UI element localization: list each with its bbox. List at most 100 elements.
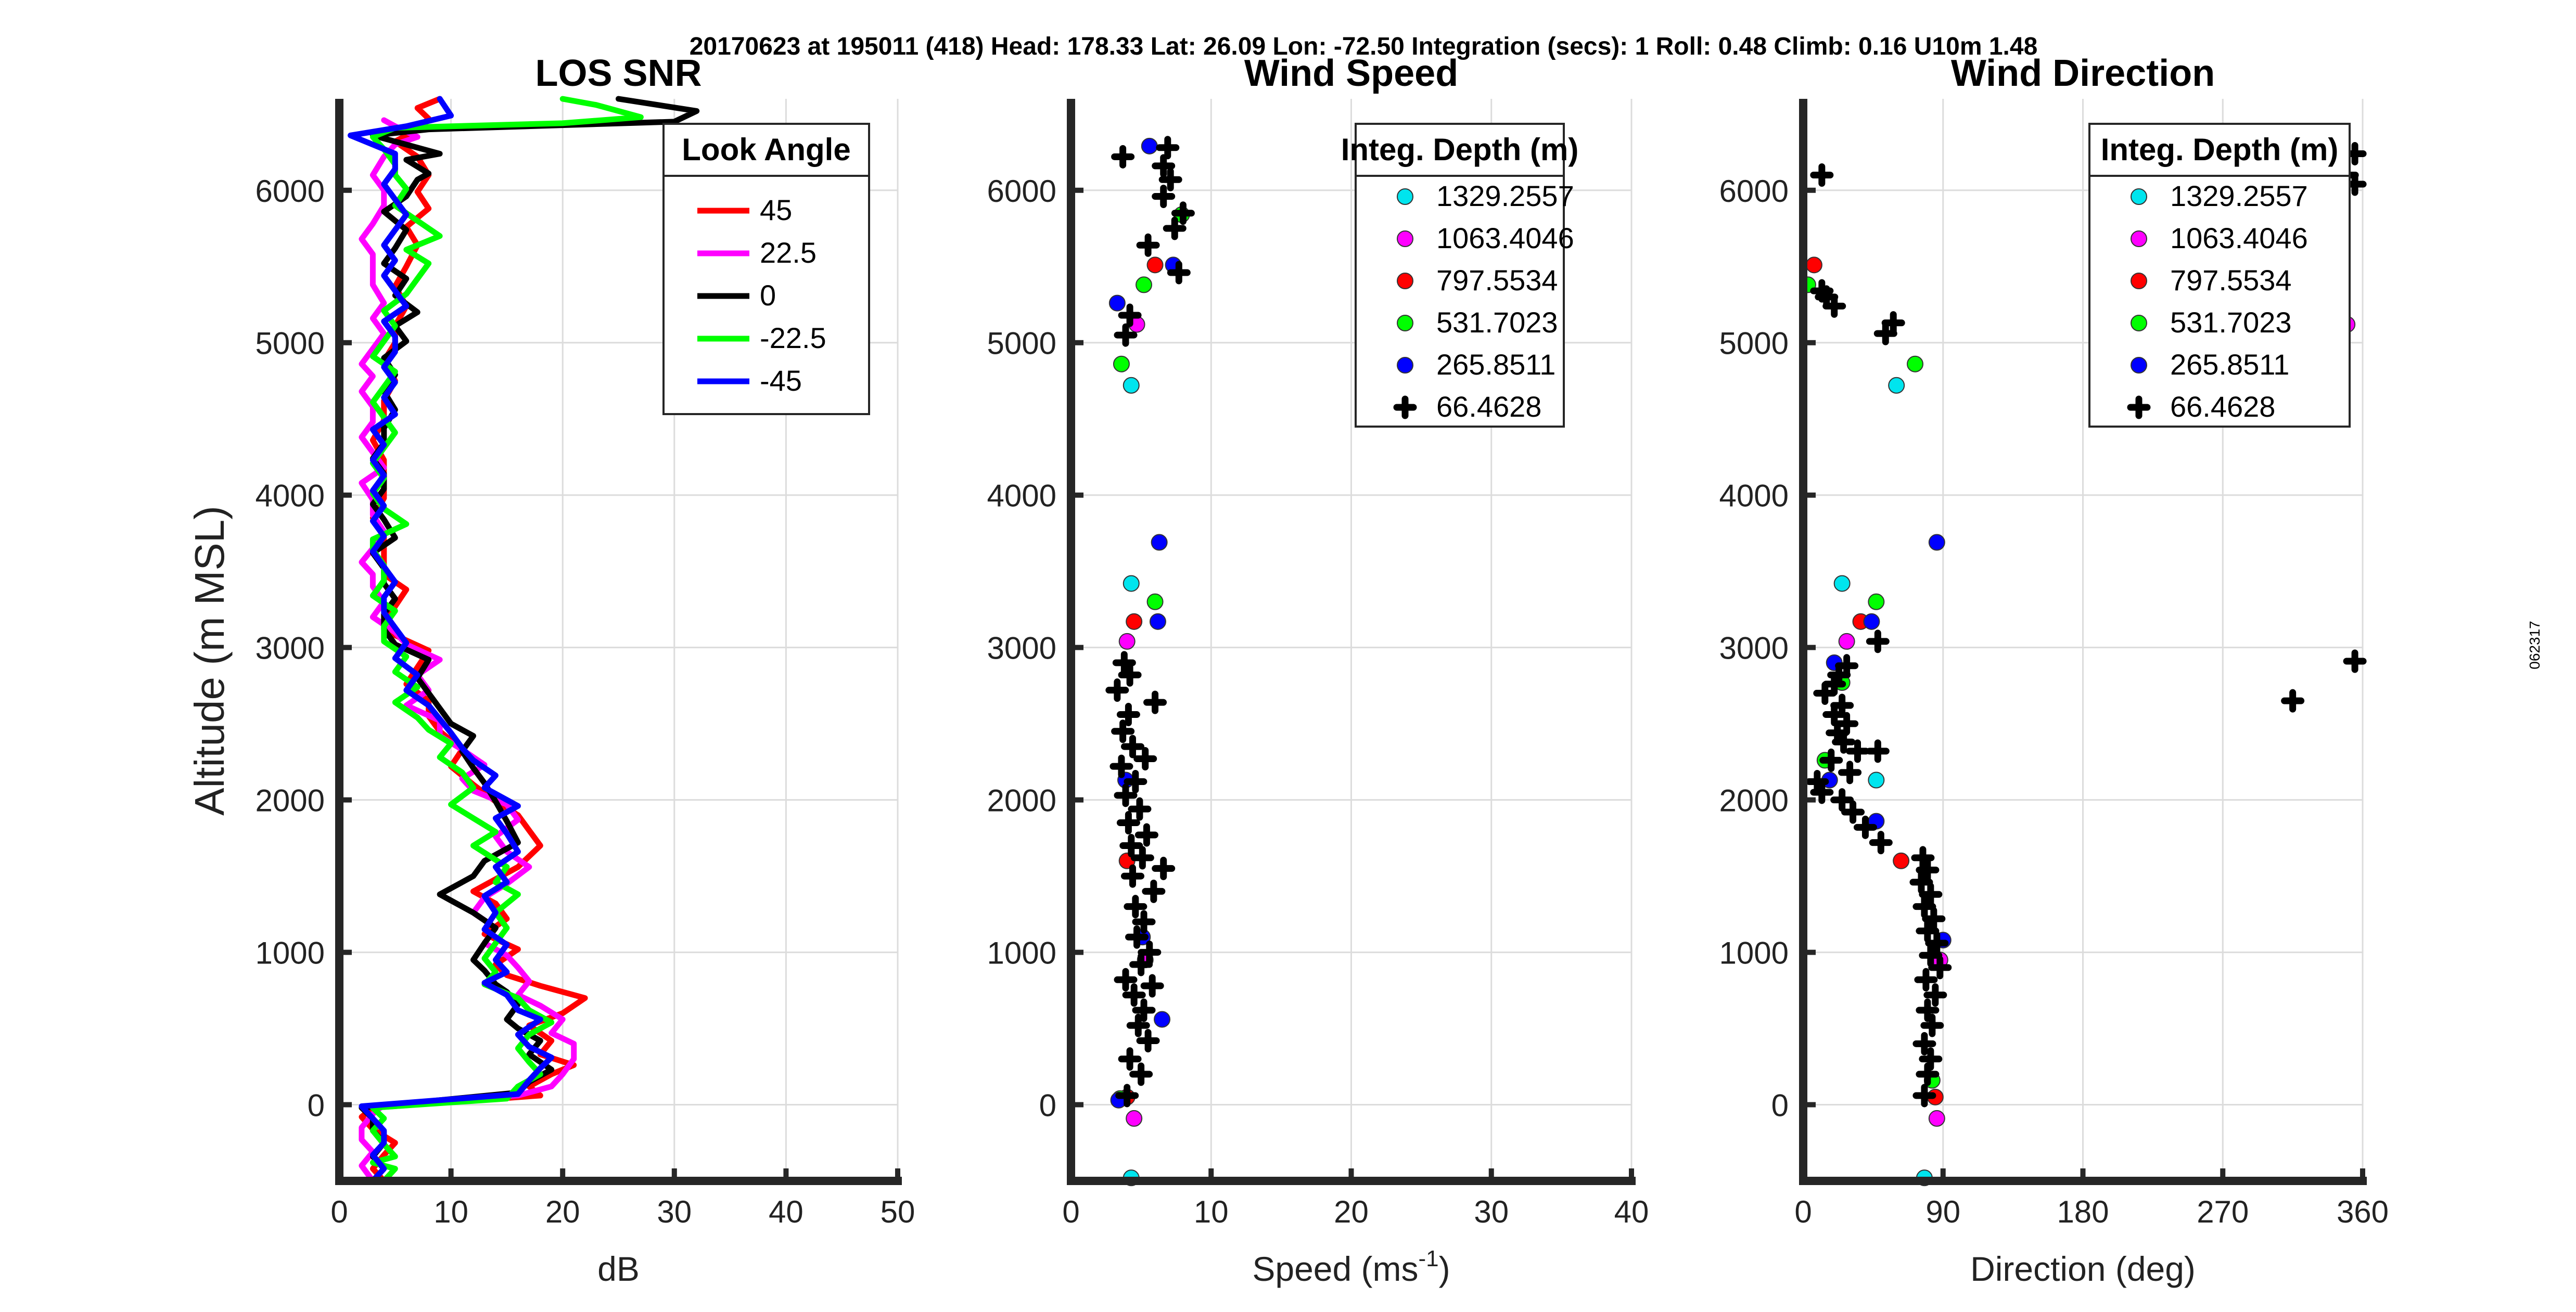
x-tick-label: 10 bbox=[433, 1194, 468, 1229]
data-point-1063.4046 bbox=[1928, 1110, 1945, 1127]
y-tick-label: 1000 bbox=[987, 936, 1056, 971]
legend-label-1329.2557: 1329.2557 bbox=[2170, 179, 2308, 212]
data-point-66.4628 bbox=[1132, 910, 1156, 934]
series-line--45 bbox=[348, 96, 555, 1184]
legend-swatch-265.8511 bbox=[1397, 357, 1413, 374]
data-point-66.4628 bbox=[1114, 323, 1138, 347]
data-point-66.4628 bbox=[1129, 953, 1153, 976]
data-point-66.4628 bbox=[1881, 311, 1905, 335]
data-point-66.4628 bbox=[1116, 811, 1140, 835]
data-point-66.4628 bbox=[2281, 689, 2305, 713]
y-tick-label: 6000 bbox=[987, 174, 1056, 209]
data-point-66.4628 bbox=[1140, 974, 1164, 998]
data-point-66.4628 bbox=[1909, 870, 1933, 894]
data-point-66.4628 bbox=[1125, 925, 1149, 949]
legend-swatch-797.5534 bbox=[1397, 273, 1413, 289]
data-point-66.4628 bbox=[1110, 754, 1133, 778]
data-point-66.4628 bbox=[1805, 769, 1829, 793]
data-point-66.4628 bbox=[1869, 831, 1893, 855]
data-point-66.4628 bbox=[1152, 856, 1176, 880]
y-tick-label: 3000 bbox=[987, 631, 1056, 666]
data-point-66.4628 bbox=[1126, 1013, 1150, 1037]
data-point-66.4628 bbox=[1152, 184, 1176, 208]
data-point-66.4628 bbox=[1925, 931, 1949, 955]
series-line-22.5 bbox=[359, 117, 577, 1184]
data-point-66.4628 bbox=[1156, 136, 1180, 160]
data-point-66.4628 bbox=[1128, 797, 1152, 821]
data-point-66.4628 bbox=[1853, 815, 1877, 839]
data-point-66.4628 bbox=[1118, 663, 1142, 687]
y-tick-label: 0 bbox=[1039, 1088, 1056, 1123]
data-point-66.4628 bbox=[1928, 956, 1952, 980]
x-tick-label: 180 bbox=[2057, 1194, 2109, 1229]
y-tick-label: 4000 bbox=[1719, 479, 1789, 513]
y-tick-label: 0 bbox=[1771, 1088, 1789, 1123]
legend-title: Integ. Depth (m) bbox=[2101, 132, 2339, 167]
x-tick-label: 10 bbox=[1194, 1194, 1229, 1229]
x-tick-label: 20 bbox=[545, 1194, 580, 1229]
x-tick-label: 0 bbox=[330, 1194, 348, 1229]
data-point-66.4628 bbox=[1912, 1084, 1936, 1108]
y-tick-label: 1000 bbox=[1719, 936, 1789, 971]
panel-title: Wind Speed bbox=[1244, 53, 1458, 94]
legend: Integ. Depth (m) 1329.2557 1063.4046 797.55… bbox=[2088, 123, 2351, 428]
x-tick-label: 30 bbox=[1474, 1194, 1509, 1229]
data-point-66.4628 bbox=[1112, 651, 1136, 675]
legend-swatch-1329.2557 bbox=[2131, 188, 2147, 205]
legend-title: Integ. Depth (m) bbox=[1341, 132, 1579, 167]
data-point-265.8511 bbox=[1863, 613, 1880, 630]
data-point-66.4628 bbox=[1810, 163, 1834, 187]
data-point-1329.2557 bbox=[1833, 575, 1851, 592]
series-group bbox=[348, 96, 700, 1184]
y-tick-label: 4000 bbox=[987, 479, 1056, 513]
data-point-66.4628 bbox=[1120, 864, 1144, 888]
data-point-66.4628 bbox=[1911, 846, 1935, 870]
x-tick-label: 360 bbox=[2337, 1194, 2389, 1229]
data-point-66.4628 bbox=[1916, 858, 1940, 882]
data-point-265.8511 bbox=[1149, 613, 1166, 630]
data-point-66.4628 bbox=[1136, 1028, 1160, 1052]
x-axis-label: Direction (deg) bbox=[1970, 1250, 2196, 1288]
data-point-66.4628 bbox=[1916, 1062, 1940, 1086]
data-point-66.4628 bbox=[1119, 833, 1143, 857]
data-point-66.4628 bbox=[1912, 1032, 1936, 1056]
data-point-265.8511 bbox=[1154, 1011, 1171, 1028]
legend-label-1063.4046: 1063.4046 bbox=[2170, 222, 2308, 254]
legend-label-0: 0 bbox=[760, 279, 776, 312]
data-point-66.4628 bbox=[1163, 216, 1187, 240]
data-point-66.4628 bbox=[1114, 968, 1138, 992]
series-line-0 bbox=[359, 96, 700, 1184]
legend-label-531.7023: 531.7023 bbox=[2170, 306, 2292, 339]
data-point-66.4628 bbox=[1923, 983, 1947, 1007]
x-axis-label-superscript: -1 bbox=[1419, 1246, 1439, 1271]
data-point-66.4628 bbox=[1111, 719, 1135, 743]
data-point-66.4628 bbox=[1129, 1062, 1153, 1086]
data-point-66.4628 bbox=[1122, 983, 1146, 1007]
data-point-265.8511 bbox=[1141, 137, 1158, 155]
data-point-66.4628 bbox=[1830, 693, 1854, 717]
data-point-531.7023 bbox=[1136, 276, 1153, 293]
series-line--22.5 bbox=[369, 96, 644, 1184]
legend-label-531.7023: 531.7023 bbox=[1436, 306, 1558, 339]
legend-box bbox=[2088, 123, 2351, 428]
legend-box bbox=[662, 123, 870, 415]
data-point-1063.4046 bbox=[1118, 633, 1136, 650]
data-point-66.4628 bbox=[1919, 882, 1943, 906]
x-axis-label-end: ) bbox=[1439, 1250, 1450, 1288]
series-group bbox=[1105, 136, 1195, 1187]
data-point-1329.2557 bbox=[1123, 575, 1140, 592]
data-point-66.4628 bbox=[1838, 761, 1862, 784]
data-point-265.8511 bbox=[1928, 534, 1945, 551]
y-tick-label: 2000 bbox=[1719, 783, 1789, 818]
data-point-1329.2557 bbox=[1888, 377, 1905, 394]
legend: Look Angle 45 22.5 0 -22.5 -45 bbox=[662, 123, 870, 415]
data-point-66.4628 bbox=[1171, 201, 1195, 225]
data-point-66.4628 bbox=[1835, 712, 1859, 736]
x-tick-label: 270 bbox=[2197, 1194, 2249, 1229]
data-point-66.4628 bbox=[1835, 654, 1859, 678]
data-point-66.4628 bbox=[1115, 1084, 1139, 1108]
y-tick-label: 6000 bbox=[1719, 174, 1789, 209]
data-point-66.4628 bbox=[1819, 748, 1843, 772]
data-point-531.7023 bbox=[1113, 355, 1130, 372]
x-tick-label: 90 bbox=[1925, 1194, 1960, 1229]
